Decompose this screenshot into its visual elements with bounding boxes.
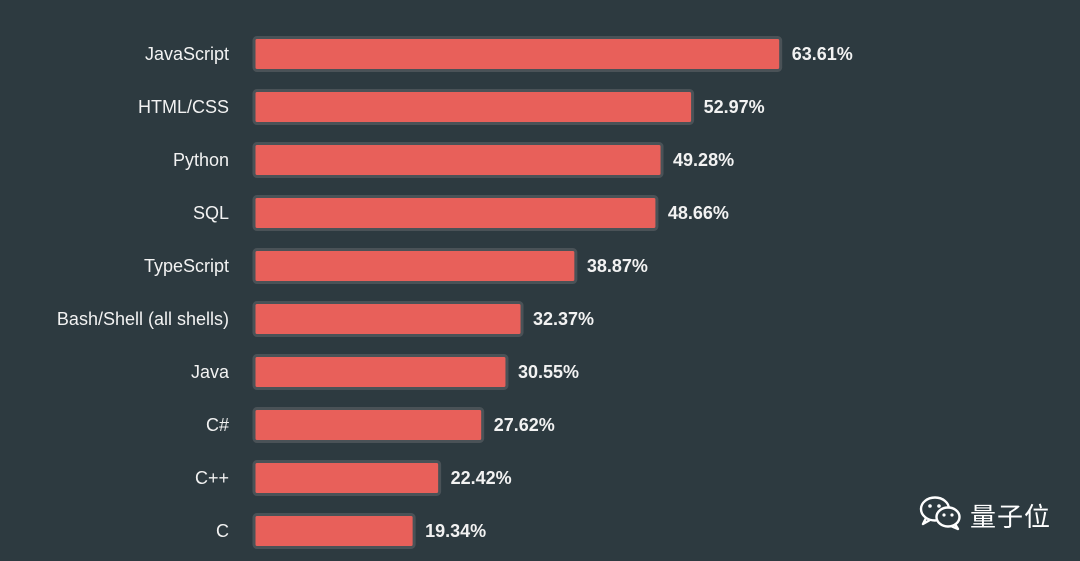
bar [252,89,695,125]
value-label: 48.66% [668,203,729,223]
value-labels: 63.61% 52.97% 49.28% 48.66% 38.87% 32.37% 30.5… [425,44,853,541]
value-label: 52.97% [704,97,765,117]
category-labels: JavaScript HTML/CSS Python SQL TypeScript Bas… [57,44,230,541]
value-label: 32.37% [533,309,594,329]
category-label: C++ [195,468,229,488]
category-label: SQL [193,203,229,223]
bar [252,142,664,178]
watermark-text: 量子位 [970,502,1052,533]
category-label: HTML/CSS [138,97,229,117]
bar [252,36,783,72]
category-label: TypeScript [144,256,229,276]
bar [252,354,509,390]
bar [252,195,659,231]
category-label: Bash/Shell (all shells) [57,309,229,329]
value-label: 22.42% [451,468,512,488]
category-label: JavaScript [145,44,229,64]
value-label: 30.55% [518,362,579,382]
bars [252,36,783,549]
bar [252,407,485,443]
wechat-icon [918,493,964,538]
value-label: 38.87% [587,256,648,276]
watermark: 量子位 [918,495,1051,535]
value-label: 63.61% [792,44,853,64]
category-label: Java [191,362,230,382]
bar [252,513,416,549]
bar [252,248,578,284]
value-label: 27.62% [494,415,555,435]
value-label: 49.28% [673,150,734,170]
value-label: 19.34% [425,521,486,541]
category-label: C# [206,415,229,435]
category-label: Python [173,150,229,170]
bar [252,301,524,337]
category-label: C [216,521,229,541]
bar [252,460,442,496]
